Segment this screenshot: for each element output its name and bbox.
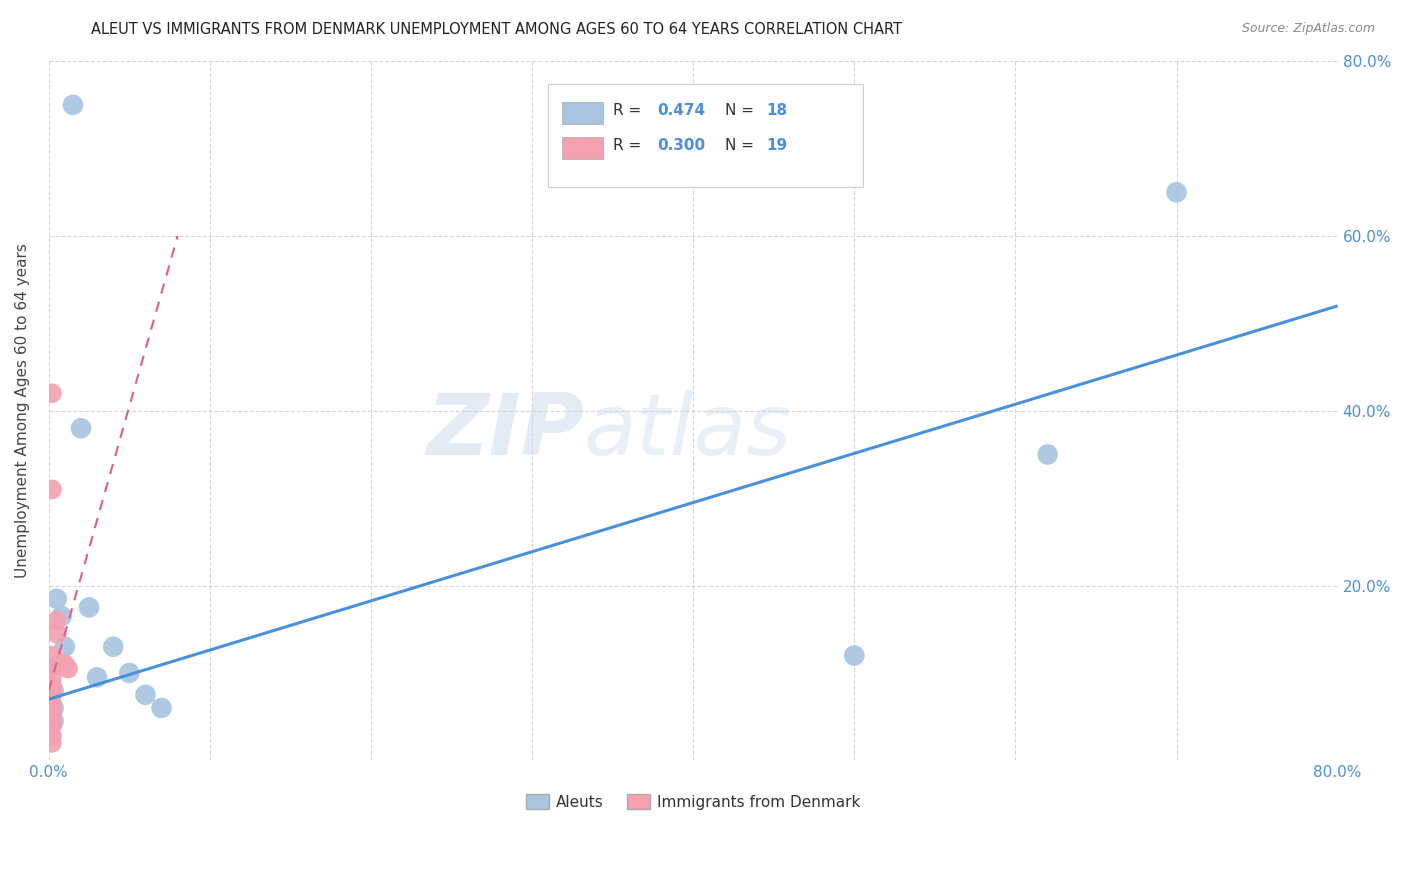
Point — [1036, 447, 1059, 461]
Text: N =: N = — [725, 138, 759, 153]
Point — [41, 697, 63, 711]
Point — [70, 421, 93, 435]
Point — [45, 626, 67, 640]
FancyBboxPatch shape — [562, 136, 603, 159]
Point — [45, 614, 67, 628]
Y-axis label: Unemployment Among Ages 60 to 64 years: Unemployment Among Ages 60 to 64 years — [15, 244, 30, 578]
Point — [45, 657, 67, 672]
Point — [51, 657, 73, 672]
Point — [51, 609, 73, 624]
Text: Source: ZipAtlas.com: Source: ZipAtlas.com — [1241, 22, 1375, 36]
FancyBboxPatch shape — [562, 102, 603, 124]
Point — [41, 386, 63, 401]
Point — [53, 640, 76, 654]
Point — [1166, 186, 1188, 200]
Point — [41, 662, 63, 676]
Text: R =: R = — [613, 103, 647, 119]
FancyBboxPatch shape — [547, 84, 863, 187]
Point — [41, 688, 63, 702]
Point — [42, 683, 65, 698]
Point — [53, 657, 76, 672]
Point — [41, 679, 63, 693]
Text: 0.300: 0.300 — [657, 138, 706, 153]
Point — [41, 706, 63, 720]
Point — [118, 665, 141, 680]
Text: ZIP: ZIP — [426, 390, 583, 474]
Point — [45, 591, 67, 606]
Point — [41, 736, 63, 750]
Point — [41, 670, 63, 684]
Text: R =: R = — [613, 138, 647, 153]
Point — [42, 714, 65, 728]
Point — [77, 600, 100, 615]
Point — [86, 670, 108, 684]
Point — [56, 662, 79, 676]
Point — [134, 688, 156, 702]
Legend: Aleuts, Immigrants from Denmark: Aleuts, Immigrants from Denmark — [519, 788, 868, 815]
Point — [150, 701, 173, 715]
Point — [103, 640, 125, 654]
Point — [41, 718, 63, 732]
Point — [41, 648, 63, 663]
Text: 18: 18 — [766, 103, 787, 119]
Text: 0.474: 0.474 — [657, 103, 706, 119]
Point — [62, 98, 84, 112]
Point — [41, 729, 63, 743]
Text: ALEUT VS IMMIGRANTS FROM DENMARK UNEMPLOYMENT AMONG AGES 60 TO 64 YEARS CORRELAT: ALEUT VS IMMIGRANTS FROM DENMARK UNEMPLO… — [91, 22, 903, 37]
Point — [41, 483, 63, 497]
Text: 19: 19 — [766, 138, 787, 153]
Text: atlas: atlas — [583, 390, 792, 474]
Point — [41, 714, 63, 728]
Text: N =: N = — [725, 103, 759, 119]
Point — [42, 701, 65, 715]
Point — [844, 648, 866, 663]
Point — [41, 709, 63, 723]
